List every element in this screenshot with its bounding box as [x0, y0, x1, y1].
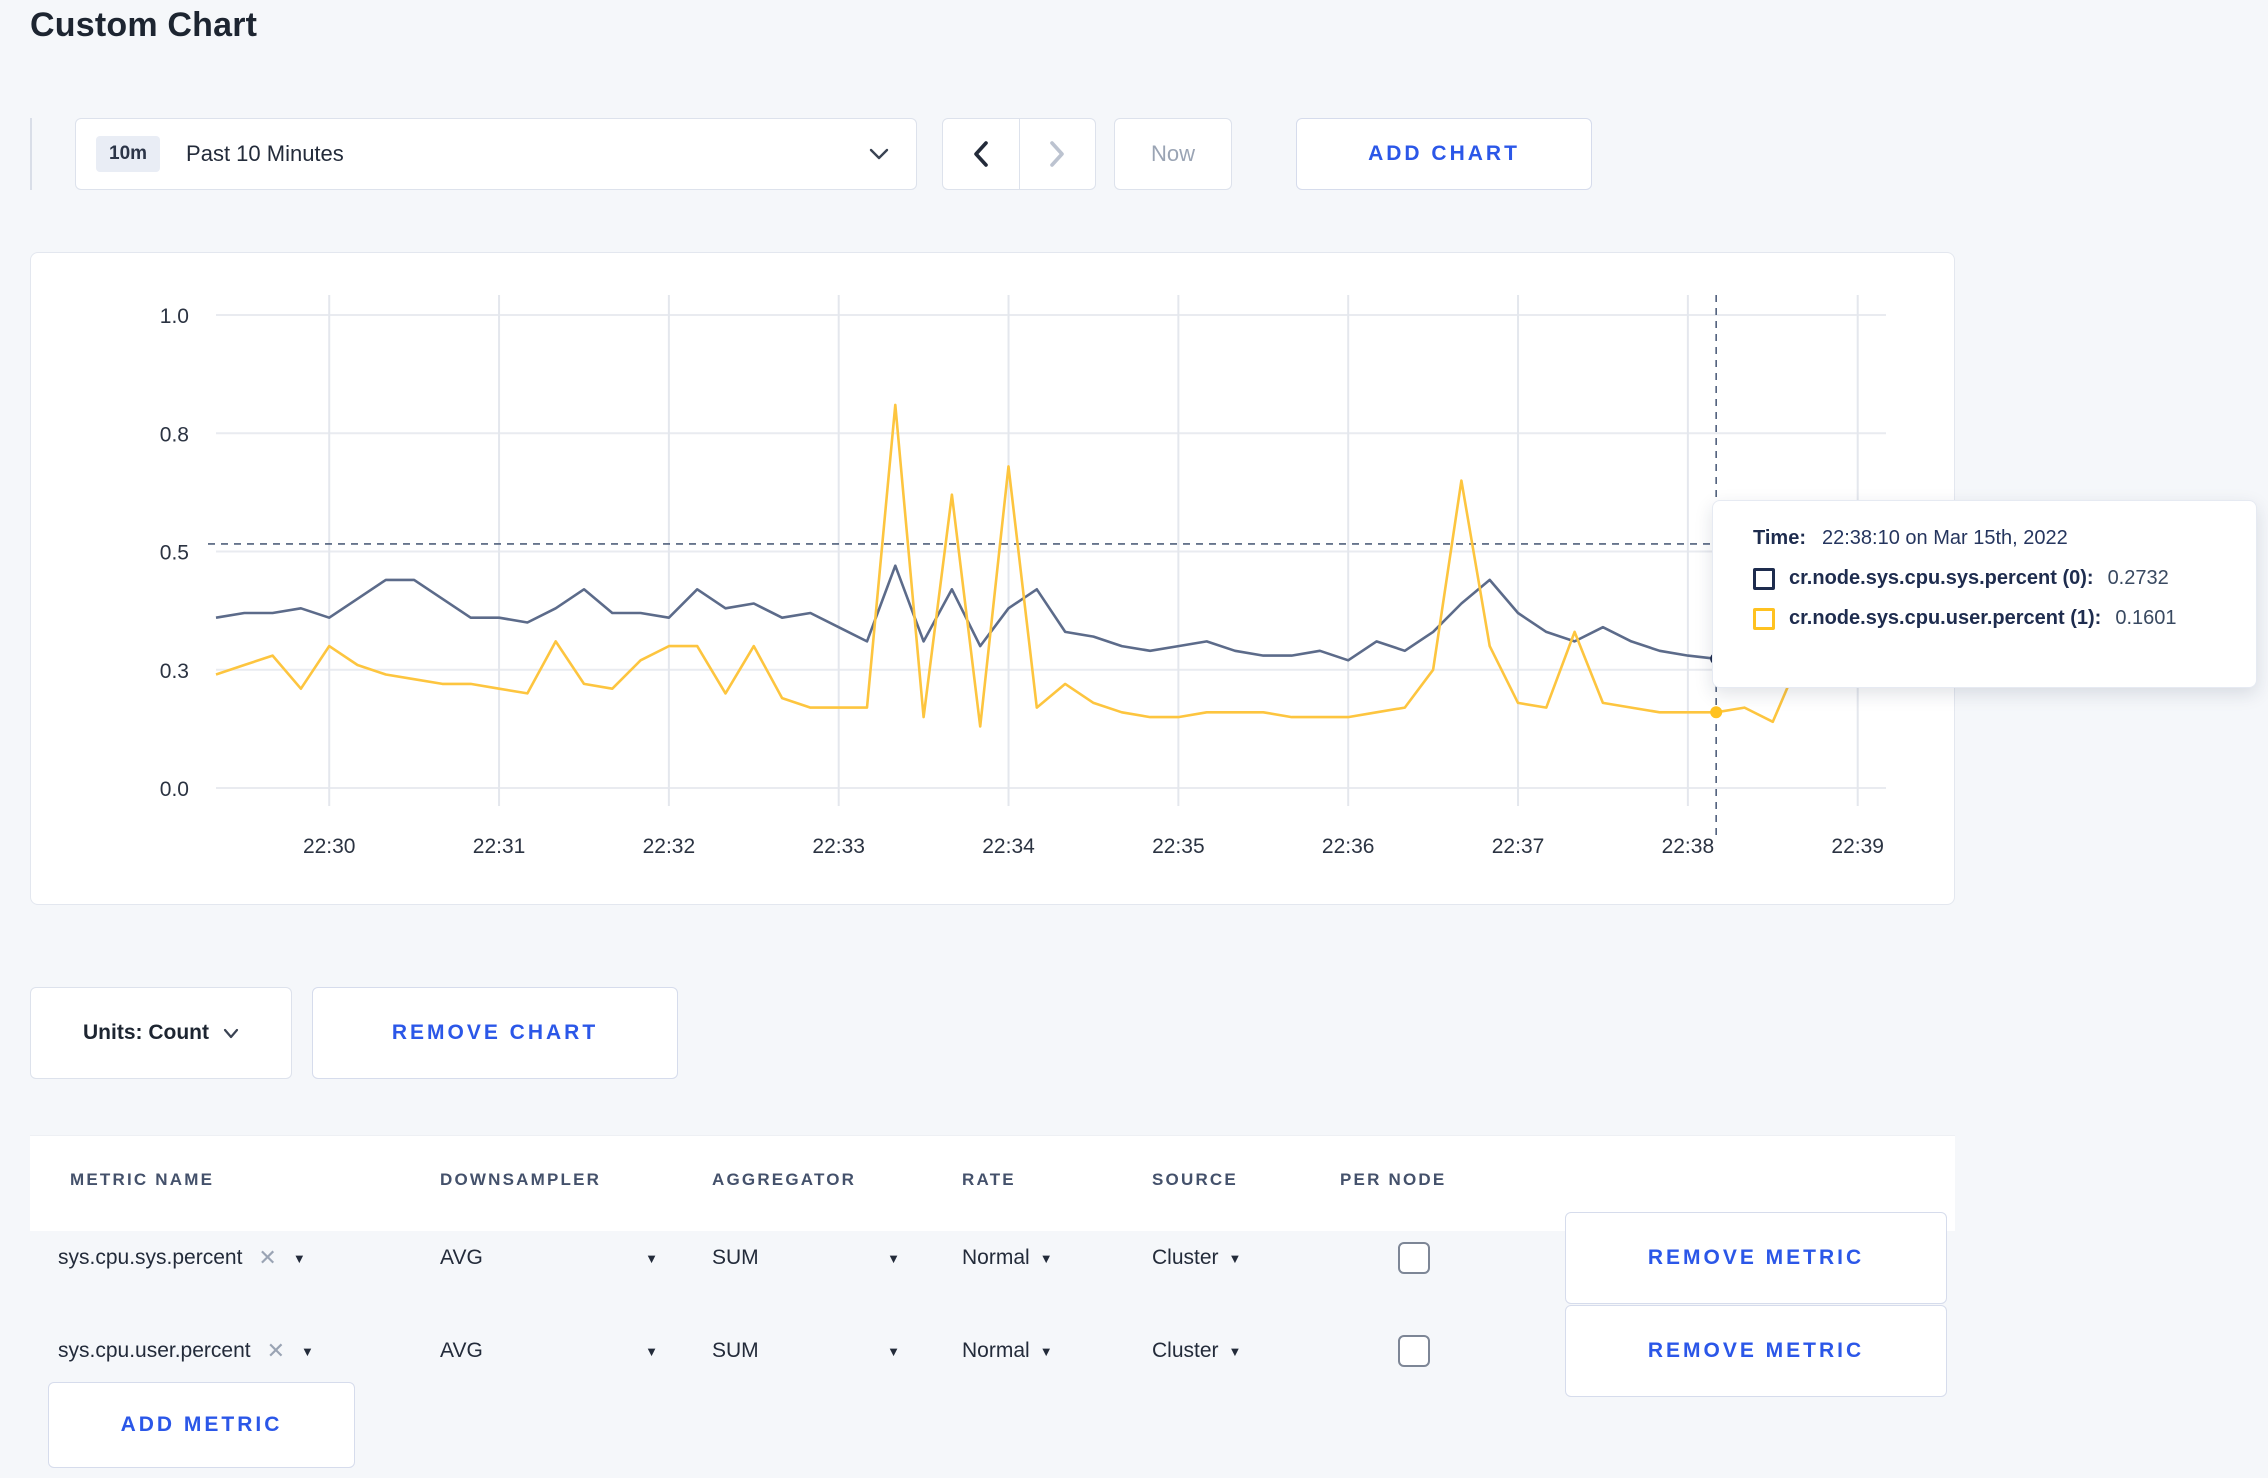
- y-axis-tick-label: 0.8: [160, 423, 189, 446]
- chart-plot-area[interactable]: 0.0 0.3 0.5 0.8 1.0 22:30 22:31 22:32 22:33 22:34…: [31, 253, 1953, 903]
- tooltip-series-value: 0.1601: [2115, 607, 2177, 629]
- col-header-per-node: PER NODE: [1340, 1170, 1447, 1189]
- y-axis-tick-label: 1.0: [160, 305, 189, 328]
- series-line-sys-cpu: [215, 564, 1887, 667]
- series-line-user-cpu: [215, 403, 1888, 728]
- y-axis-tick-label: 0.3: [160, 660, 189, 683]
- downsampler-dropdown[interactable]: AVG ▼: [440, 1212, 658, 1304]
- metric-row: sys.cpu.user.percent ✕ ▼ AVG ▼ SUM ▼ Nor…: [30, 1305, 1955, 1397]
- units-select[interactable]: Units: Count: [30, 987, 292, 1079]
- metric-row: sys.cpu.sys.percent ✕ ▼ AVG ▼ SUM ▼ Norm…: [30, 1212, 1955, 1304]
- time-next-button[interactable]: [1020, 119, 1096, 189]
- hover-point-user: [1710, 706, 1723, 719]
- col-header-aggregator: AGGREGATOR: [712, 1170, 857, 1189]
- source-value: Cluster: [1152, 1339, 1219, 1362]
- chart-tooltip: Time: 22:38:10 on Mar 15th, 2022 cr.node…: [1712, 500, 2257, 688]
- aggregator-dropdown[interactable]: SUM ▼: [712, 1212, 900, 1304]
- x-axis-tick-label: 22:39: [1831, 835, 1884, 858]
- dropdown-arrow-icon: ▼: [1039, 1250, 1053, 1266]
- page-title: Custom Chart: [30, 6, 258, 44]
- now-button[interactable]: Now: [1114, 118, 1232, 190]
- metric-name-dropdown[interactable]: sys.cpu.sys.percent ✕ ▼: [58, 1212, 306, 1304]
- x-axis-tick-label: 22:37: [1492, 835, 1545, 858]
- aggregator-value: SUM: [712, 1246, 759, 1269]
- y-axis-tick-label: 0.0: [160, 778, 189, 801]
- per-node-checkbox[interactable]: [1398, 1242, 1430, 1274]
- source-dropdown[interactable]: Cluster ▼: [1152, 1305, 1241, 1397]
- source-value: Cluster: [1152, 1246, 1219, 1269]
- dropdown-arrow-icon: ▼: [1039, 1343, 1053, 1359]
- per-node-checkbox[interactable]: [1398, 1335, 1430, 1367]
- per-node-cell: [1398, 1212, 1430, 1304]
- chevron-down-icon: [868, 147, 890, 161]
- downsampler-value: AVG: [440, 1339, 483, 1362]
- dropdown-arrow-icon: ▼: [1228, 1250, 1242, 1266]
- series-user-swatch-icon: [1753, 607, 1775, 630]
- time-range-select[interactable]: 10m Past 10 Minutes: [75, 118, 917, 190]
- per-node-cell: [1398, 1305, 1430, 1397]
- col-header-rate: RATE: [962, 1170, 1016, 1189]
- time-range-label: Past 10 Minutes: [186, 141, 344, 166]
- add-chart-button[interactable]: ADD CHART: [1296, 118, 1592, 190]
- x-axis-tick-label: 22:38: [1662, 835, 1715, 858]
- rate-value: Normal: [962, 1339, 1030, 1362]
- rate-dropdown[interactable]: Normal ▼: [962, 1305, 1053, 1397]
- remove-chart-button[interactable]: REMOVE CHART: [312, 987, 678, 1079]
- clear-metric-icon[interactable]: ✕: [258, 1245, 277, 1270]
- x-axis-tick-label: 22:32: [643, 835, 696, 858]
- rate-dropdown[interactable]: Normal ▼: [962, 1212, 1053, 1304]
- col-header-downsampler: DOWNSAMPLER: [440, 1170, 602, 1189]
- dropdown-arrow-icon: ▼: [645, 1250, 658, 1266]
- tooltip-series-label: cr.node.sys.cpu.sys.percent (0):: [1789, 567, 2094, 589]
- remove-metric-button[interactable]: REMOVE METRIC: [1565, 1305, 1947, 1397]
- chart-card: 0.0 0.3 0.5 0.8 1.0 22:30 22:31 22:32 22:33 22:34…: [30, 252, 1955, 905]
- time-range-badge: 10m: [96, 136, 161, 172]
- source-dropdown[interactable]: Cluster ▼: [1152, 1212, 1241, 1304]
- tooltip-series-row: cr.node.sys.cpu.user.percent (1): 0.1601: [1753, 607, 2256, 630]
- add-metric-button[interactable]: ADD METRIC: [48, 1382, 355, 1468]
- series-sys-swatch-icon: [1753, 567, 1775, 590]
- dropdown-arrow-icon: ▼: [292, 1250, 306, 1266]
- tooltip-series-label: cr.node.sys.cpu.user.percent (1):: [1789, 607, 2102, 629]
- metric-name-value: sys.cpu.user.percent: [58, 1339, 251, 1362]
- downsampler-dropdown[interactable]: AVG ▼: [440, 1305, 658, 1397]
- x-axis-tick-label: 22:33: [812, 835, 865, 858]
- tooltip-time-value: 22:38:10 on Mar 15th, 2022: [1821, 527, 2068, 549]
- aggregator-dropdown[interactable]: SUM ▼: [712, 1305, 900, 1397]
- x-axis-tick-label: 22:36: [1322, 835, 1375, 858]
- metric-name-value: sys.cpu.sys.percent: [58, 1246, 243, 1269]
- controls-divider: [30, 118, 32, 190]
- y-axis-tick-label: 0.5: [160, 542, 189, 565]
- col-header-metric-name: METRIC NAME: [70, 1170, 215, 1189]
- rate-value: Normal: [962, 1246, 1030, 1269]
- time-prev-button[interactable]: [943, 119, 1020, 189]
- tooltip-series-row: cr.node.sys.cpu.sys.percent (0): 0.2732: [1753, 567, 2256, 590]
- units-label: Units: Count: [83, 1021, 209, 1044]
- clear-metric-icon[interactable]: ✕: [266, 1338, 286, 1363]
- tooltip-time-row: Time: 22:38:10 on Mar 15th, 2022: [1753, 527, 2256, 550]
- dropdown-arrow-icon: ▼: [301, 1343, 314, 1359]
- col-header-source: SOURCE: [1152, 1170, 1238, 1189]
- dropdown-arrow-icon: ▼: [887, 1343, 900, 1359]
- tooltip-time-label: Time:: [1753, 527, 1806, 549]
- dropdown-arrow-icon: ▼: [645, 1343, 658, 1359]
- dropdown-arrow-icon: ▼: [887, 1250, 900, 1266]
- x-axis-tick-label: 22:35: [1152, 835, 1205, 858]
- metric-name-dropdown[interactable]: sys.cpu.user.percent ✕ ▼: [58, 1305, 314, 1397]
- tooltip-series-value: 0.2732: [2107, 567, 2169, 589]
- remove-metric-button[interactable]: REMOVE METRIC: [1565, 1212, 1947, 1304]
- x-axis-tick-label: 22:31: [473, 835, 526, 858]
- time-nav-group: [942, 118, 1096, 190]
- x-axis-tick-label: 22:30: [303, 835, 356, 858]
- chevron-down-icon: [223, 1028, 239, 1039]
- dropdown-arrow-icon: ▼: [1228, 1343, 1242, 1359]
- x-axis-tick-label: 22:34: [982, 835, 1035, 858]
- aggregator-value: SUM: [712, 1339, 759, 1362]
- downsampler-value: AVG: [440, 1246, 483, 1269]
